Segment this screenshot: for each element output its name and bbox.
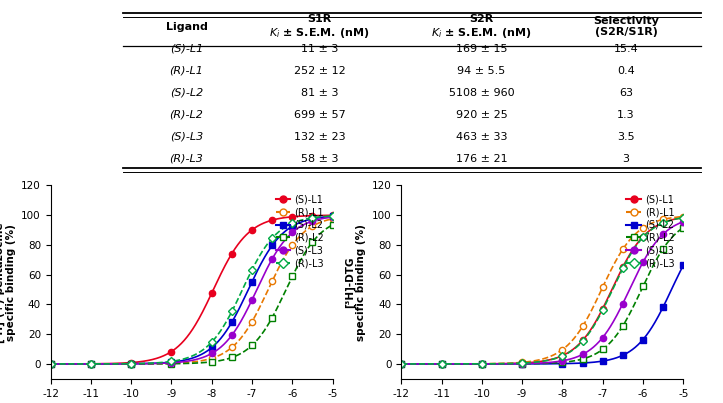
Legend: (S)-L1, (R)-L1, (S)-L2, (R)-L2, (S)-L3, (R)-L3: (S)-L1, (R)-L1, (S)-L2, (R)-L2, (S)-L3, …	[623, 190, 678, 272]
Y-axis label: [³H]-(+)-pentazocine
specific binding (%): [³H]-(+)-pentazocine specific binding (%…	[0, 221, 16, 343]
Legend: (S)-L1, (R)-L1, (S)-L2, (R)-L2, (S)-L3, (R)-L3: (S)-L1, (R)-L1, (S)-L2, (R)-L2, (S)-L3, …	[272, 190, 328, 272]
Y-axis label: [³H]-DTG
specific binding (%): [³H]-DTG specific binding (%)	[344, 224, 367, 341]
